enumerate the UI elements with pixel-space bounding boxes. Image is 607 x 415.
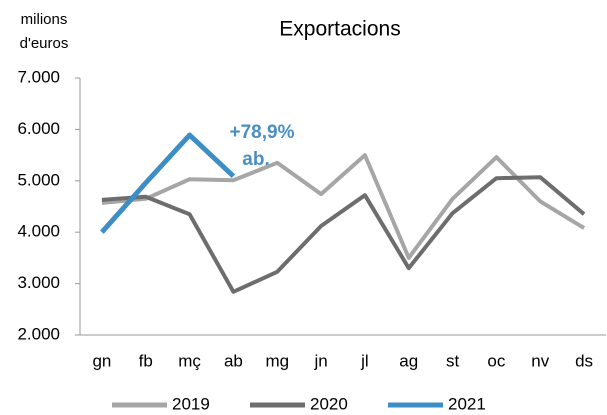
line-series — [101, 175, 586, 294]
y-tick-label: 4.000 — [17, 222, 60, 241]
x-tick-label: mg — [265, 351, 289, 370]
x-tick-label: gn — [92, 351, 111, 370]
legend-label: 2019 — [172, 394, 210, 413]
x-tick-label: jl — [360, 351, 369, 370]
x-tick-label: jn — [313, 351, 327, 370]
y-axis-label: milions — [21, 11, 68, 28]
x-tick-label: ds — [575, 351, 593, 370]
x-tick-label: ab — [224, 351, 243, 370]
x-tick-label: ag — [399, 351, 418, 370]
legend-label: 2021 — [448, 394, 486, 413]
y-axis-label: d'euros — [20, 35, 69, 52]
chart-title: Exportacions — [279, 18, 400, 41]
annotation: ab. — [242, 149, 269, 170]
x-tick-label: fb — [139, 351, 153, 370]
y-tick-label: 5.000 — [17, 170, 60, 189]
legend-label: 2020 — [310, 394, 348, 413]
x-tick-label: oc — [487, 351, 505, 370]
annotation: +78,9% — [230, 122, 295, 143]
line-series — [101, 153, 586, 260]
line-series — [100, 132, 236, 234]
y-tick-label: 6.000 — [17, 119, 60, 138]
x-tick-label: mç — [178, 351, 201, 370]
y-tick-label: 3.000 — [17, 273, 60, 292]
x-tick-label: st — [446, 351, 460, 370]
y-tick-label: 7.000 — [17, 67, 60, 86]
y-tick-label: 2.000 — [17, 324, 60, 343]
x-tick-label: nv — [531, 351, 549, 370]
